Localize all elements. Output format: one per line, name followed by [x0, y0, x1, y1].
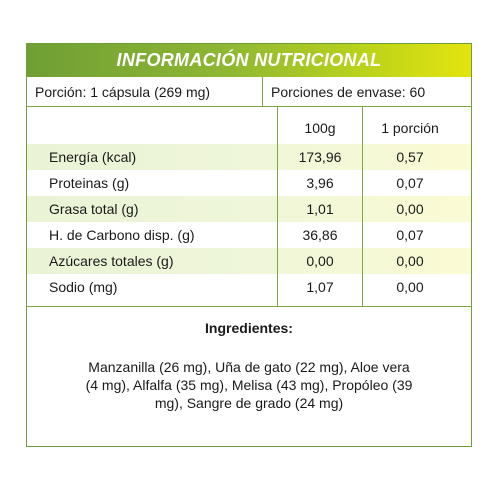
value-100g: 1,01 [277, 196, 362, 222]
value-100g: 0,00 [277, 248, 362, 274]
header-portion: 1 porción [362, 107, 471, 144]
servings-per-container: Porciones de envase: 60 [271, 83, 426, 100]
nutrient-name: Grasa total (g) [49, 201, 139, 217]
header-name-cell [27, 107, 277, 144]
nutrient-name: Proteinas (g) [49, 175, 130, 191]
value-portion: 0,07 [362, 222, 471, 248]
value-portion: 0,00 [362, 196, 471, 222]
value-portion: 0,57 [362, 144, 471, 170]
nutrient-name: Azúcares totales (g) [49, 253, 174, 269]
nutrient-name: H. de Carbono disp. (g) [49, 227, 195, 243]
panel-title: INFORMACIÓN NUTRICIONAL [116, 50, 382, 70]
nutrition-panel: INFORMACIÓN NUTRICIONAL Porción: 1 cápsu… [26, 43, 472, 447]
value-100g: 3,96 [277, 170, 362, 196]
table-row: Proteinas (g) 3,96 0,07 [27, 170, 471, 196]
section-divider [27, 306, 471, 307]
table-bottom-gap [27, 300, 471, 306]
portion-info-row: Porción: 1 cápsula (269 mg) Porciones de… [27, 77, 471, 107]
value-portion: 0,00 [362, 274, 471, 300]
nutrient-name: Sodio (mg) [49, 279, 118, 295]
table-row: Sodio (mg) 1,07 0,00 [27, 274, 471, 300]
nutrient-name: Energía (kcal) [49, 149, 137, 165]
nutrition-table: 100g 1 porción Energía (kcal) 173,96 0,5… [27, 107, 471, 306]
table-row: H. de Carbono disp. (g) 36,86 0,07 [27, 222, 471, 248]
table-row: Energía (kcal) 173,96 0,57 [27, 144, 471, 170]
value-100g: 173,96 [277, 144, 362, 170]
ingredients-section: Ingredientes: Manzanilla (26 mg), Uña de… [27, 307, 471, 412]
value-portion: 0,00 [362, 248, 471, 274]
header-100g: 100g [277, 107, 362, 144]
value-100g: 36,86 [277, 222, 362, 248]
table-header-row: 100g 1 porción [27, 107, 471, 144]
header-bar: INFORMACIÓN NUTRICIONAL [27, 44, 471, 77]
value-100g: 1,07 [277, 274, 362, 300]
serving-size: Porción: 1 cápsula (269 mg) [27, 77, 263, 106]
ingredients-list: Manzanilla (26 mg), Uña de gato (22 mg),… [85, 359, 413, 411]
ingredients-title: Ingredientes: [205, 320, 293, 336]
table-row: Azúcares totales (g) 0,00 0,00 [27, 248, 471, 274]
value-portion: 0,07 [362, 170, 471, 196]
table-row: Grasa total (g) 1,01 0,00 [27, 196, 471, 222]
